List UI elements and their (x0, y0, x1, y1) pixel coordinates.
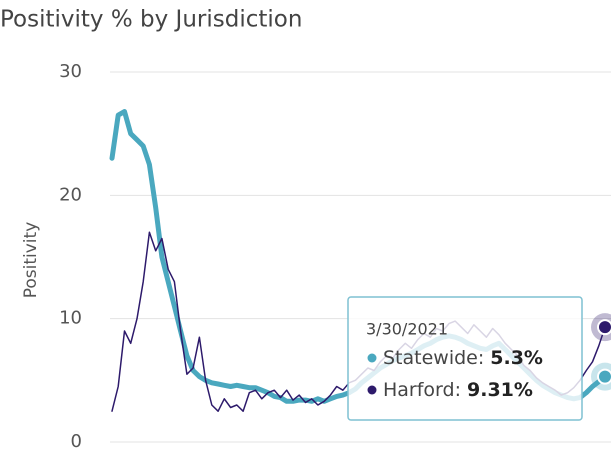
tooltip-row: Harford: 9.31% (383, 379, 533, 401)
chart-title: Positivity % by Jurisdiction (0, 7, 302, 33)
tooltip-row: Statewide: 5.3% (383, 347, 543, 369)
y-axis-label: Positivity (21, 222, 41, 299)
tooltip-swatch (367, 353, 377, 363)
tooltip-box (347, 296, 583, 421)
grid: 0 10 20 30 (59, 61, 611, 452)
y-tick-label: 20 (59, 184, 82, 205)
y-tick-label: 10 (59, 308, 82, 329)
tooltip-date: 3/30/2021 (366, 320, 448, 339)
tooltip: 3/30/2021 Statewide: 5.3% Harford: 9.31% (347, 296, 583, 421)
tooltip-swatch (367, 385, 377, 395)
tooltip-value: 9.31% (467, 379, 533, 401)
hover-marker (597, 319, 611, 336)
tooltip-value: 5.3% (490, 347, 543, 369)
y-tick-label: 0 (71, 431, 82, 452)
tooltip-series-name: Statewide: (383, 347, 484, 369)
hover-marker (597, 368, 611, 385)
y-tick-label: 30 (59, 61, 82, 82)
tooltip-series-name: Harford: (383, 379, 461, 401)
